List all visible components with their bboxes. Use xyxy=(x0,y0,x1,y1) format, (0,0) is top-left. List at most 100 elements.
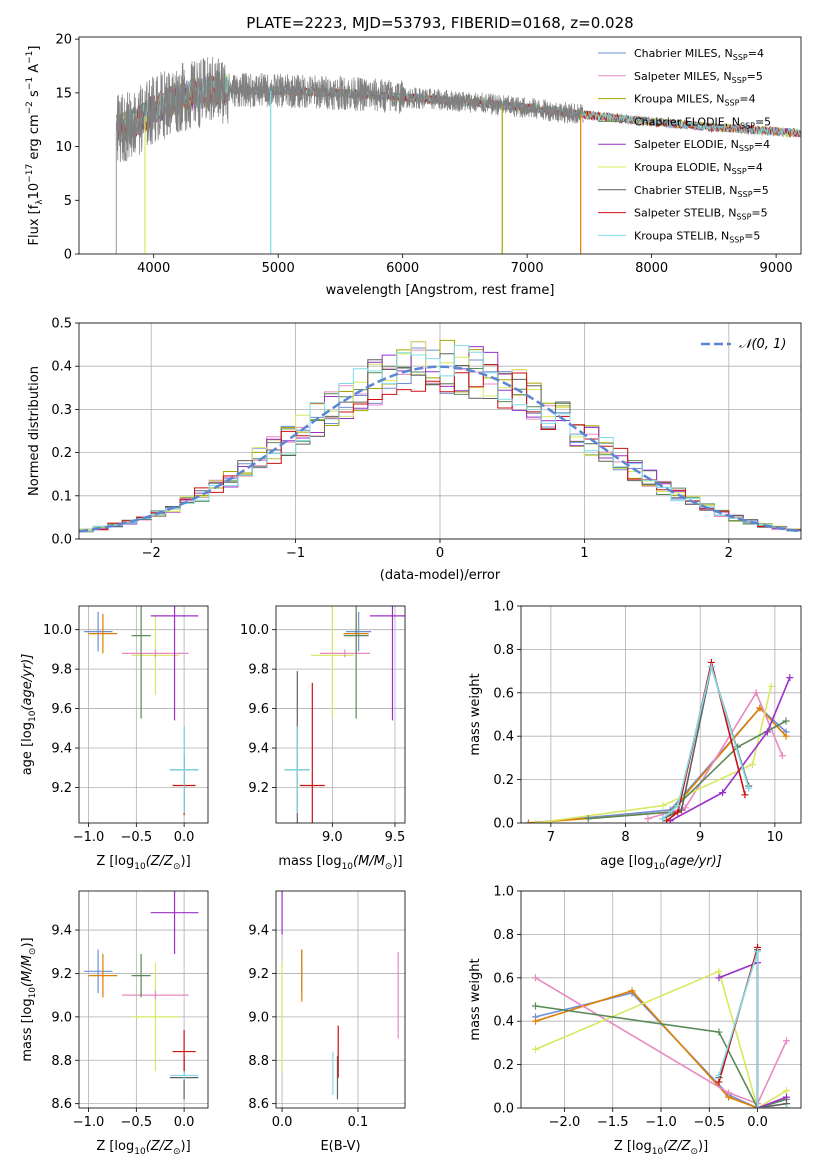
series-point xyxy=(782,732,790,740)
x-tick-label: −0.5 xyxy=(693,1115,725,1130)
x-tick-label: 2 xyxy=(725,546,733,561)
series-point xyxy=(531,974,539,982)
series-point xyxy=(532,819,540,823)
series-point xyxy=(674,808,682,816)
axes-frame xyxy=(78,605,209,824)
panel-weight-vs-Z: −2.0 −1.5 −1.0 −0.5 0.0 0.0 0.2 0.4 0.6 0.8 1.0 mas… xyxy=(468,885,802,1130)
y-tick-label: 10 xyxy=(55,140,72,155)
series-point xyxy=(783,1087,791,1095)
legend-name: Kroupa STELIB, N xyxy=(634,229,729,242)
legend-name: Chabrier STELIB, N xyxy=(634,184,738,197)
label-part: (Z/Z xyxy=(146,1139,174,1154)
label-part: (age/yr)] xyxy=(20,654,35,711)
label-part: Z [log xyxy=(614,1139,652,1154)
label-part: Normed distribution xyxy=(27,366,42,496)
x-axis-label: Z [log10(Z/Z⊙)] xyxy=(96,854,190,872)
label-part: mass [log xyxy=(20,998,35,1061)
y-tick-label: 0.0 xyxy=(51,533,72,548)
label-part: )] xyxy=(20,937,35,947)
y-tick-label: 0.2 xyxy=(493,773,514,788)
label-part: −2 xyxy=(25,101,35,114)
series-line xyxy=(666,662,746,822)
label-part: mass weight xyxy=(468,673,483,755)
label-part: 10 xyxy=(652,1147,664,1157)
series-point xyxy=(663,817,671,823)
y-axis-label: mass [log10(M/M⊙)] xyxy=(20,937,38,1061)
legend-name: Salpeter MILES, N xyxy=(634,70,732,83)
legend-sub: SSP xyxy=(732,76,747,85)
legend-name: Kroupa ELODIE, N xyxy=(634,161,732,174)
legend-name: Salpeter ELODIE, N xyxy=(634,138,739,151)
y-tick-label: 8.8 xyxy=(51,1054,72,1069)
x-axis-label: Z [log10(Z/Z⊙)] xyxy=(96,1139,190,1157)
label-part: Flux [f xyxy=(27,204,42,245)
series-point xyxy=(584,815,592,823)
label-part: ⊙ xyxy=(690,1147,698,1157)
series-point xyxy=(786,674,794,682)
label-part: (M/M xyxy=(20,955,35,987)
legend-name: Salpeter STELIB, N xyxy=(634,207,736,220)
y-tick-label: 1.0 xyxy=(493,600,514,615)
x-tick-label: −1.5 xyxy=(597,1115,629,1130)
label-part: ⊙ xyxy=(385,862,393,872)
y-tick-label: 9.8 xyxy=(51,663,72,678)
y-tick-label: 8.6 xyxy=(51,1097,72,1112)
y-axis-label: Normed distribution xyxy=(27,366,42,496)
y-tick-label: 0 xyxy=(64,248,72,263)
y-tick-label: 8.8 xyxy=(248,1054,269,1069)
plot-area xyxy=(83,606,199,816)
series-point xyxy=(741,791,749,799)
legend-val: =5 xyxy=(744,229,760,242)
series-point xyxy=(531,1002,539,1010)
label-part: erg cm xyxy=(27,114,42,163)
legend-name: Kroupa MILES, N xyxy=(634,93,724,106)
legend-entry: Salpeter ELODIE, NSSP=4 xyxy=(634,138,770,153)
label-part: −1 xyxy=(25,51,35,64)
x-tick-label: 10 xyxy=(767,830,784,845)
axes-frame xyxy=(520,605,802,824)
label-part: 10 xyxy=(28,987,38,999)
series-point xyxy=(783,1104,791,1108)
legend-entry: Kroupa MILES, NSSP=4 xyxy=(634,93,756,108)
series-line xyxy=(718,947,787,1108)
y-tick-label: 9.6 xyxy=(248,702,269,717)
panel-residuals: 𝒩(0, 1) −2 −1 0 1 2 0.0 0.1 0.2 0.3 0.4 0.5 (data-mo… xyxy=(27,317,802,583)
series-point xyxy=(678,806,686,814)
x-tick-label: −0.5 xyxy=(121,1115,153,1130)
y-tick-label: 0.4 xyxy=(493,730,514,745)
legend-sub: SSP xyxy=(740,121,755,130)
legend-name: Chabrier ELODIE, N xyxy=(634,115,740,128)
label-part: Z [log xyxy=(96,854,134,869)
series-line xyxy=(647,691,784,820)
label-part: s xyxy=(27,90,42,101)
label-part: )] xyxy=(181,854,191,869)
axes-frame xyxy=(275,605,406,824)
label-part: A xyxy=(27,64,42,77)
x-tick-label: −2 xyxy=(142,546,161,561)
x-tick-label: −0.5 xyxy=(121,830,153,845)
series-point xyxy=(754,1104,762,1108)
series-point xyxy=(531,1045,539,1053)
series-line xyxy=(535,1005,787,1108)
x-tick-label: 9 xyxy=(696,830,704,845)
panel-mass-vs-ebv: 0.0 0.1 8.6 8.8 9.0 9.2 9.4 xyxy=(248,890,406,1130)
x-tick-label: 0.1 xyxy=(348,1115,369,1130)
series-point xyxy=(783,1037,791,1045)
x-tick-label: 6000 xyxy=(386,261,419,276)
label-part: age [log xyxy=(20,722,35,775)
series-point xyxy=(783,1093,791,1101)
y-tick-label: 0.1 xyxy=(51,489,72,504)
x-tick-label: 5000 xyxy=(262,261,295,276)
label-part: −17 xyxy=(25,164,35,183)
axes-frame xyxy=(78,890,209,1109)
y-tick-label: 9.4 xyxy=(248,742,269,757)
label-part: 10 xyxy=(342,862,354,872)
y-tick-label: 0.4 xyxy=(51,360,72,375)
x-axis-label: (data-model)/error xyxy=(380,568,501,583)
series-point xyxy=(659,802,667,810)
panel-mass-vs-Z: −1.0 −0.5 0.0 8.6 8.8 9.0 9.2 9.4 mass [log10(M/… xyxy=(20,890,209,1130)
y-tick-label: 9.4 xyxy=(51,924,72,939)
y-tick-label: 9.4 xyxy=(248,924,269,939)
legend-entry: Salpeter STELIB, NSSP=5 xyxy=(634,207,768,222)
